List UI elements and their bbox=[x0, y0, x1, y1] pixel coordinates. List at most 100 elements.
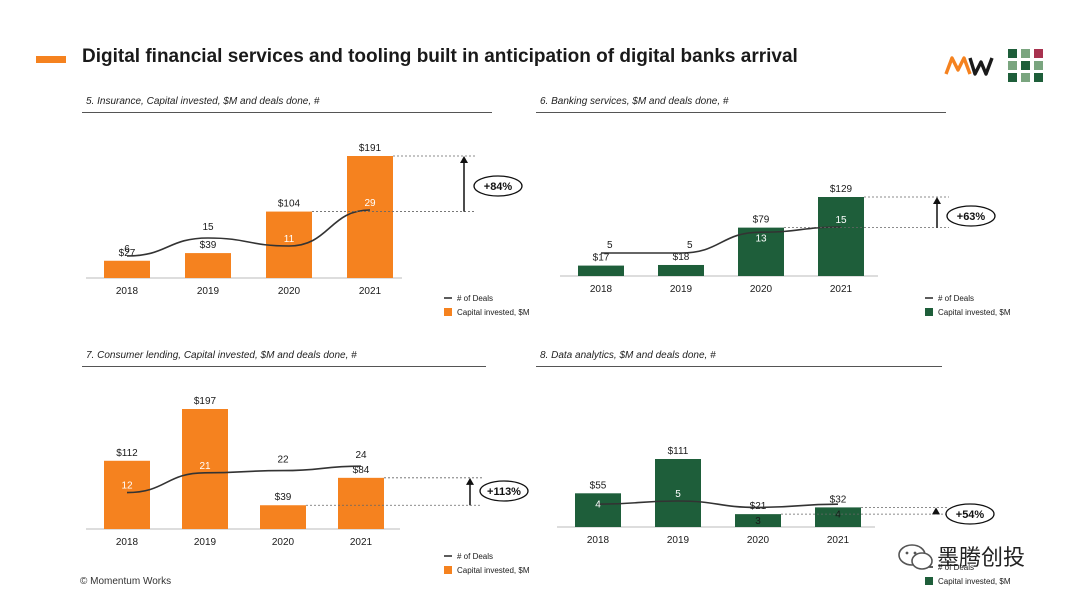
bar-2020 bbox=[738, 227, 784, 276]
legend-capital-label: Capital invested, $M bbox=[938, 577, 1011, 586]
value-label: $84 bbox=[353, 465, 370, 476]
title-underline bbox=[82, 366, 486, 367]
growth-arrow-head-icon bbox=[466, 477, 474, 485]
bar-2021 bbox=[818, 197, 864, 276]
deal-count-label: 15 bbox=[835, 215, 847, 226]
watermark-text: 墨腾创投 bbox=[937, 546, 1026, 571]
growth-label: +84% bbox=[484, 181, 513, 193]
legend-capital-label: Capital invested, $M bbox=[457, 566, 530, 575]
x-tick-label: 2019 bbox=[667, 535, 690, 546]
x-tick-label: 2018 bbox=[590, 284, 613, 295]
deal-count-label: 5 bbox=[607, 240, 613, 251]
bar-2021 bbox=[338, 477, 384, 529]
legend-deals-label: # of Deals bbox=[938, 294, 974, 303]
bar-2020 bbox=[735, 514, 781, 527]
legend-capital-label: Capital invested, $M bbox=[457, 308, 530, 317]
x-tick-label: 2018 bbox=[116, 286, 139, 297]
title-underline bbox=[536, 366, 942, 367]
value-label: $39 bbox=[200, 240, 217, 251]
x-tick-label: 2021 bbox=[827, 535, 850, 546]
value-label: $18 bbox=[673, 252, 690, 263]
deals-line bbox=[597, 500, 839, 509]
deal-count-label: 5 bbox=[687, 240, 693, 251]
value-label: $32 bbox=[830, 494, 847, 505]
value-label: $111 bbox=[668, 446, 689, 457]
x-tick-label: 2021 bbox=[359, 286, 382, 297]
bar-2019 bbox=[185, 253, 231, 278]
growth-label: +63% bbox=[957, 211, 986, 223]
chart-title: 8. Data analytics, $M and deals done, # bbox=[540, 350, 716, 361]
brand-grid-icon bbox=[1008, 49, 1043, 82]
deal-count-label: 3 bbox=[755, 516, 761, 527]
value-label: $39 bbox=[275, 492, 292, 503]
x-tick-label: 2020 bbox=[272, 537, 295, 548]
value-label: $129 bbox=[830, 184, 853, 195]
deal-count-label: 12 bbox=[121, 481, 133, 492]
value-label: $27 bbox=[119, 248, 136, 259]
deal-count-label: 4 bbox=[835, 509, 841, 520]
legend-capital-swatch bbox=[444, 566, 452, 574]
deal-count-label: 22 bbox=[277, 455, 289, 466]
x-tick-label: 2019 bbox=[197, 286, 220, 297]
growth-oval bbox=[473, 175, 523, 197]
bar-2018 bbox=[578, 265, 624, 276]
deal-count-label: 24 bbox=[355, 450, 367, 461]
source-footnote: © Momentum Works bbox=[80, 576, 172, 587]
wechat-watermark-icon bbox=[898, 544, 933, 570]
x-tick-label: 2019 bbox=[670, 284, 693, 295]
growth-arrow-head-icon bbox=[932, 507, 940, 515]
bar-2019 bbox=[655, 459, 701, 527]
x-tick-label: 2020 bbox=[278, 286, 301, 297]
x-tick-label: 2021 bbox=[830, 284, 853, 295]
bar-2018 bbox=[104, 460, 150, 529]
deal-count-label: 29 bbox=[364, 198, 376, 209]
value-label: $17 bbox=[593, 253, 610, 264]
legend-capital-swatch bbox=[925, 577, 933, 585]
growth-arrow-head-icon bbox=[460, 156, 468, 163]
legend-capital-swatch bbox=[444, 308, 452, 316]
x-tick-label: 2021 bbox=[350, 537, 373, 548]
deal-count-label: 4 bbox=[595, 499, 601, 510]
chart-title: 6. Banking services, $M and deals done, … bbox=[540, 96, 729, 107]
deals-line bbox=[601, 226, 842, 254]
x-tick-label: 2019 bbox=[194, 537, 217, 548]
chart-title: 7. Consumer lending, Capital invested, $… bbox=[86, 350, 357, 361]
legend-deals-label: # of Deals bbox=[457, 552, 493, 561]
deal-count-label: 6 bbox=[124, 244, 130, 255]
title-underline bbox=[536, 112, 946, 113]
bar-2020 bbox=[260, 505, 306, 529]
value-label: $79 bbox=[753, 215, 770, 226]
growth-oval bbox=[479, 480, 529, 502]
value-label: $191 bbox=[359, 143, 382, 154]
value-label: $112 bbox=[116, 448, 138, 459]
bar-2018 bbox=[104, 260, 150, 278]
growth-oval bbox=[946, 205, 996, 227]
header-accent-bar bbox=[36, 56, 66, 63]
deal-count-label: 21 bbox=[199, 461, 211, 472]
growth-label: +54% bbox=[956, 509, 985, 521]
x-tick-label: 2018 bbox=[587, 535, 610, 546]
chart-title: 5. Insurance, Capital invested, $M and d… bbox=[86, 96, 320, 107]
deals-line bbox=[126, 209, 371, 257]
deals-line bbox=[126, 465, 362, 494]
deal-count-label: 5 bbox=[675, 489, 681, 500]
legend-capital-swatch bbox=[925, 308, 933, 316]
page-title: Digital financial services and tooling b… bbox=[82, 46, 798, 67]
value-label: $55 bbox=[590, 480, 607, 491]
x-tick-label: 2020 bbox=[747, 535, 770, 546]
bar-2021 bbox=[347, 156, 393, 278]
bar-2018 bbox=[575, 493, 621, 527]
growth-oval bbox=[945, 503, 995, 525]
growth-arrow-head-icon bbox=[933, 197, 941, 204]
bar-2019 bbox=[182, 409, 228, 529]
legend-deals-label: # of Deals bbox=[457, 294, 493, 303]
bar-2021 bbox=[815, 507, 861, 527]
legend-deals-label: # of Deals bbox=[938, 563, 974, 572]
growth-label: +113% bbox=[487, 486, 521, 498]
x-tick-label: 2018 bbox=[116, 537, 139, 548]
value-label: $197 bbox=[194, 396, 217, 407]
value-label: $104 bbox=[278, 199, 301, 210]
